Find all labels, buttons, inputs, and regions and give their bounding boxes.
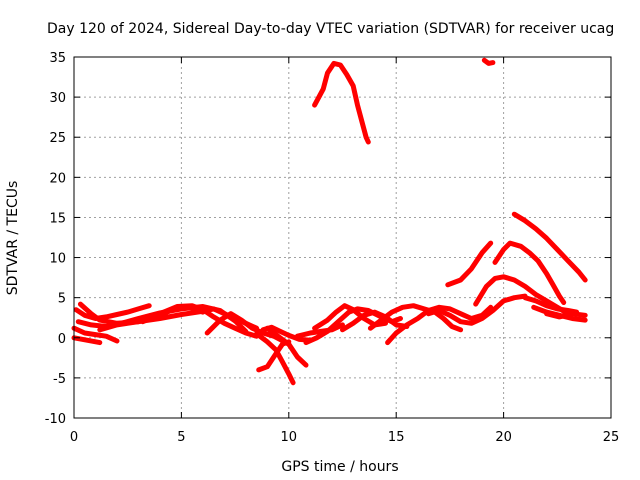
x-tick-label: 0 [70,430,78,445]
series-layer [71,57,588,386]
plot-frame [73,56,612,419]
series-line-track-27 [312,60,371,145]
chart-title: Day 120 of 2024, Sidereal Day-to-day VTE… [47,21,614,37]
series-line-track-28 [481,57,496,66]
x-tick-label: 15 [388,430,405,445]
y-tick-label: -5 [53,372,66,387]
x-tick-label: 10 [281,430,298,445]
y-axis-label: SDTVAR / TECUs [5,181,21,296]
series-line-track-4 [71,335,103,346]
grid-lines [74,57,611,418]
series-line-track-26 [544,311,588,320]
series-line-track-7 [140,303,260,339]
series-line-track-18 [385,304,494,346]
y-tick-label: 30 [49,91,66,106]
series-line-track-19 [425,293,528,326]
series-line-track-22 [492,240,567,305]
series-line-track-21 [473,274,571,317]
x-axis-label: GPS time / hours [281,459,398,475]
series-line-track-1 [73,303,152,321]
y-tick-label: 5 [58,292,66,307]
series-line-track-12 [260,324,313,343]
y-tick-label: 25 [49,131,66,146]
series-line-track-16 [340,309,410,333]
y-tick-label: -10 [45,412,66,427]
series-line-track-24 [522,295,580,315]
y-tick-label: 20 [49,171,66,186]
x-tick-label: 20 [495,430,512,445]
axis-ticks: 0 5 10 15 20 25 -10 -5 0 5 10 15 20 25 30 35 [45,51,620,445]
series-line-track-13 [294,322,345,339]
y-tick-label: 10 [49,252,66,267]
y-tick-label: 0 [58,332,66,347]
series-line-track-20 [445,240,494,288]
series-line-track-10 [254,331,296,386]
series-line-track-3 [71,325,120,344]
y-tick-label: 35 [49,51,66,66]
series-line-track-23 [511,211,588,283]
y-tick-label: 15 [49,211,66,226]
x-tick-label: 5 [177,430,185,445]
x-tick-label: 25 [603,430,620,445]
series-line-track-17 [367,303,464,333]
series-line-track-11 [264,325,309,368]
